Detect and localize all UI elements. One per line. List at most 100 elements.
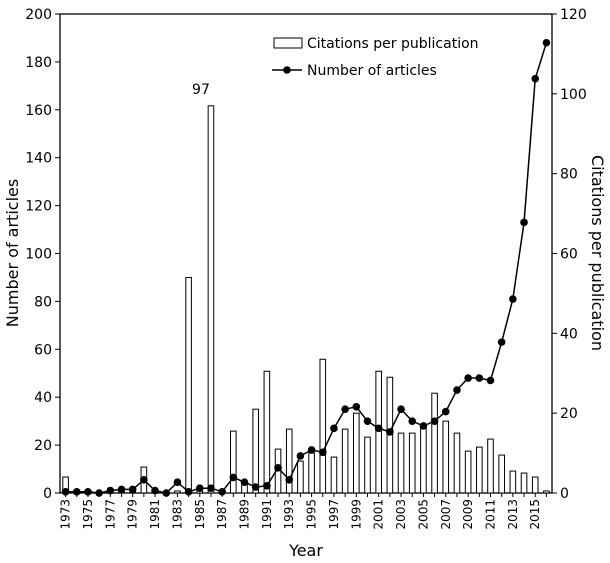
bar-2010 <box>476 446 483 494</box>
legend-bar-label: Citations per publication <box>307 36 479 52</box>
bar-1994 <box>297 460 304 494</box>
point-1975 <box>84 488 92 496</box>
x-tick-label: 1999 <box>349 499 363 530</box>
point-2011 <box>486 376 495 385</box>
right-tick-label: 120 <box>560 7 587 23</box>
point-1985 <box>195 484 204 493</box>
point-2007 <box>441 407 450 416</box>
x-tick-label: 1993 <box>282 499 296 530</box>
bar-2005 <box>420 426 427 494</box>
x-tick-label: 1985 <box>193 499 207 530</box>
bar-1984 <box>185 276 192 494</box>
bar-1988 <box>230 430 237 494</box>
bar-2009 <box>464 450 472 494</box>
point-1990 <box>251 483 260 491</box>
point-2004 <box>408 417 417 425</box>
left-tick-label: 200 <box>25 7 52 23</box>
x-tick-label: 2005 <box>416 499 430 530</box>
bar-2008 <box>453 432 461 494</box>
left-tick-label: 100 <box>25 247 52 263</box>
bar-2003 <box>397 432 405 494</box>
bar-2011 <box>487 438 494 494</box>
x-tick-label: 2009 <box>461 499 475 530</box>
legend-bar-swatch <box>273 37 303 49</box>
bar-2013 <box>509 470 517 494</box>
point-2013 <box>509 295 517 303</box>
point-1992 <box>274 464 282 472</box>
point-1987 <box>218 488 226 496</box>
line-series <box>61 38 551 497</box>
bar-series <box>62 105 550 494</box>
x-tick-label: 1975 <box>81 499 95 530</box>
legend: Citations per publication Number of arti… <box>272 36 479 79</box>
x-tick-label: 1983 <box>170 499 184 530</box>
point-2009 <box>464 374 472 382</box>
x-tick-label: 2003 <box>394 499 408 530</box>
point-1974 <box>72 488 81 496</box>
x-tick-label: 1977 <box>103 499 117 530</box>
right-tick-label: 40 <box>560 326 578 342</box>
plot-frame <box>59 13 553 494</box>
point-1981 <box>151 486 159 495</box>
x-tick-label: 1987 <box>215 499 229 530</box>
x-tick-label: 1973 <box>59 499 73 530</box>
point-1977 <box>106 486 115 495</box>
annotation-97: 97 <box>192 82 210 98</box>
point-2010 <box>475 374 484 382</box>
bar-2004 <box>408 432 416 494</box>
right-tick-label: 100 <box>560 87 587 103</box>
bar-2015 <box>531 476 539 494</box>
point-1994 <box>296 452 305 460</box>
x-tick-label: 1989 <box>238 499 252 530</box>
x-tick-label: 2013 <box>506 499 520 530</box>
bar-1998 <box>341 428 349 494</box>
point-2012 <box>497 338 506 346</box>
x-tick-label: 1991 <box>260 499 274 530</box>
point-1991 <box>263 482 271 490</box>
point-2005 <box>419 422 428 430</box>
left-tick-label: 0 <box>43 486 52 502</box>
bar-1996 <box>319 358 327 494</box>
right-tick-label: 80 <box>560 167 578 183</box>
x-tick-label: 2011 <box>484 499 498 530</box>
bar-2014 <box>520 472 528 494</box>
left-tick-label: 140 <box>25 151 52 167</box>
bar-1983 <box>174 490 181 494</box>
point-1996 <box>318 448 327 457</box>
left-tick-label: 80 <box>34 294 52 310</box>
x-tick-label: 1997 <box>327 499 341 530</box>
point-1998 <box>341 405 349 413</box>
left-axis-label: Number of articles <box>3 179 22 327</box>
left-tick-label: 40 <box>34 390 52 406</box>
legend-line-marker <box>283 66 291 74</box>
point-2001 <box>374 424 383 433</box>
point-1980 <box>140 476 148 484</box>
bar-1986 <box>207 105 215 494</box>
legend-line-label: Number of articles <box>307 63 437 79</box>
point-1988 <box>229 473 238 482</box>
bar-2007 <box>442 420 450 494</box>
x-tick-label: 2015 <box>528 499 542 530</box>
point-1979 <box>128 485 137 494</box>
x-axis-label: Year <box>288 541 323 560</box>
left-tick-label: 160 <box>25 103 52 119</box>
point-2008 <box>453 386 461 394</box>
x-tick-label: 2007 <box>439 499 453 530</box>
left-tick-label: 20 <box>34 438 52 454</box>
left-y-axis: 0 20 40 60 80 100 120 140 160 180 200 <box>25 7 60 502</box>
bar-1991 <box>263 370 271 494</box>
point-1984 <box>184 488 193 496</box>
left-tick-label: 180 <box>25 55 52 71</box>
x-tick-label: 1981 <box>148 499 162 530</box>
point-1993 <box>285 476 294 484</box>
point-1999 <box>352 402 361 411</box>
point-1989 <box>240 478 249 487</box>
bar-2012 <box>498 454 505 494</box>
point-1973 <box>61 488 70 496</box>
point-1986 <box>207 484 215 493</box>
point-2016 <box>542 38 551 47</box>
right-tick-label: 20 <box>560 406 578 422</box>
articles-line <box>65 42 548 494</box>
bar-1997 <box>330 456 338 494</box>
